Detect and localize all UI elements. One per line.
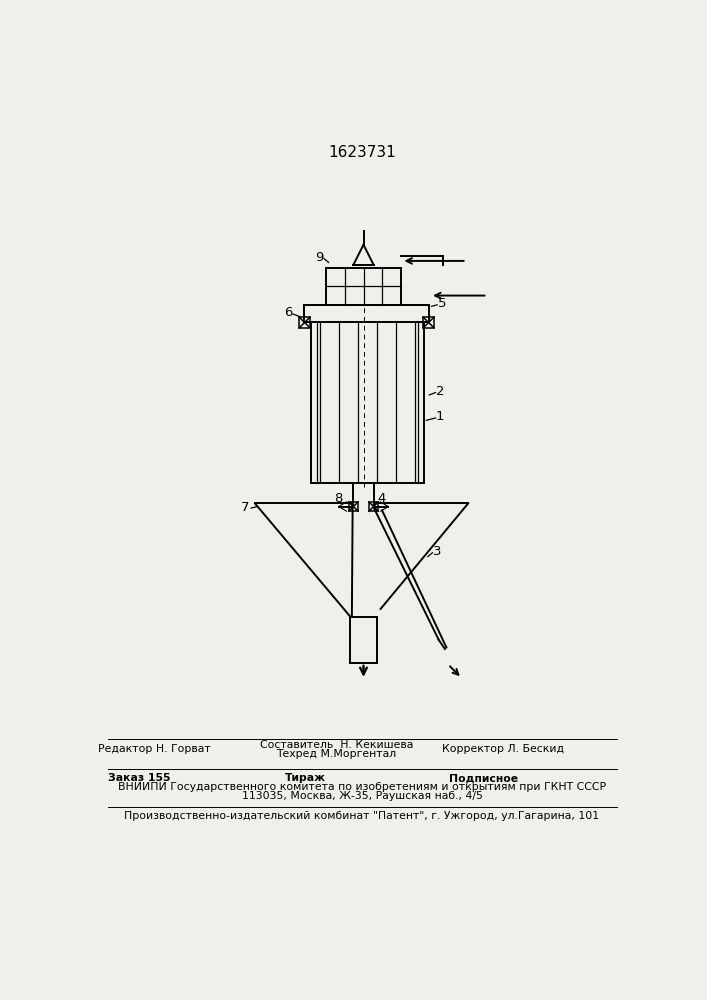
Bar [369, 502, 378, 511]
Text: 8: 8 [334, 492, 343, 505]
Bar [423, 317, 434, 328]
Bar [299, 317, 310, 328]
Text: Техред М.Моргентал: Техред М.Моргентал [276, 749, 397, 759]
Bar [349, 502, 358, 511]
Text: 4: 4 [377, 492, 385, 505]
Text: Корректор Л. Бескид: Корректор Л. Бескид [442, 744, 564, 754]
Text: Заказ 155: Заказ 155 [107, 773, 170, 783]
Text: 1623731: 1623731 [328, 145, 396, 160]
Text: Составитель  Н. Кекишева: Составитель Н. Кекишева [259, 740, 413, 750]
Text: 7: 7 [240, 501, 249, 514]
Text: Производственно-издательский комбинат "Патент", г. Ужгород, ул.Гагарина, 101: Производственно-издательский комбинат "П… [124, 811, 600, 821]
Text: 2: 2 [436, 385, 445, 398]
Text: Редактор Н. Горват: Редактор Н. Горват [98, 744, 211, 754]
Text: 5: 5 [438, 297, 446, 310]
Text: 1: 1 [436, 410, 445, 423]
Text: ВНИИПИ Государственного комитета по изобретениям и открытиям при ГКНТ СССР: ВНИИПИ Государственного комитета по изоб… [118, 782, 606, 792]
Text: 3: 3 [433, 545, 441, 558]
Text: Подписное: Подписное [449, 773, 518, 783]
Text: 6: 6 [284, 306, 293, 319]
Text: 113035, Москва, Ж-35, Раушская наб., 4/5: 113035, Москва, Ж-35, Раушская наб., 4/5 [242, 791, 482, 801]
Text: 9: 9 [315, 251, 324, 264]
Text: Тираж: Тираж [285, 773, 326, 783]
